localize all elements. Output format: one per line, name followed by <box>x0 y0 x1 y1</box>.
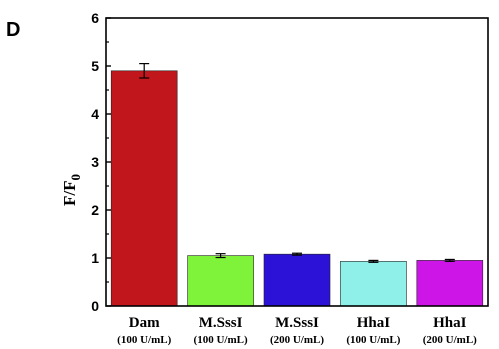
error-bar <box>139 62 150 79</box>
svg-text:F/F0: F/F0 <box>60 174 83 206</box>
y-tick-label: 0 <box>91 298 99 314</box>
x-category-label: HhaI <box>433 315 467 331</box>
error-bars-group <box>139 62 455 263</box>
x-category-label: M.SssI <box>275 315 319 331</box>
y-tick-label: 1 <box>91 250 99 266</box>
plot-frame <box>105 17 489 307</box>
x-category-sublabel: (100 U/mL) <box>194 334 248 346</box>
y-ticks-group: 0 1 2 3 4 5 6 <box>91 10 111 314</box>
bar <box>416 260 484 307</box>
y-tick-label: 6 <box>91 10 99 26</box>
bar <box>187 255 254 307</box>
bar <box>263 253 331 307</box>
x-category-label: Dam <box>129 315 160 331</box>
y-tick-label: 3 <box>91 154 99 170</box>
error-bar <box>292 252 302 256</box>
x-category-sublabel: (200 U/mL) <box>423 334 477 346</box>
error-bar <box>215 253 226 259</box>
y-tick-label: 5 <box>91 58 99 74</box>
y-axis-label-subscript: 0 <box>68 174 83 181</box>
x-category-sublabel: (200 U/mL) <box>270 334 324 346</box>
y-tick-label: 2 <box>91 202 99 218</box>
bars-group <box>110 70 484 307</box>
x-labels-group: Dam (100 U/mL) M.SssI (100 U/mL) M.SssI (200 … <box>117 315 477 346</box>
y-tick-label: 4 <box>91 106 99 122</box>
x-category-label: HhaI <box>357 315 391 331</box>
error-bar <box>444 258 455 262</box>
bar <box>110 70 178 307</box>
x-category-sublabel: (100 U/mL) <box>117 334 171 346</box>
panel-label: D <box>6 19 20 41</box>
y-axis-label: F/F <box>60 181 79 207</box>
x-category-sublabel: (100 U/mL) <box>346 334 400 346</box>
bar <box>340 261 407 307</box>
x-category-label: M.SssI <box>199 315 243 331</box>
error-bar <box>368 259 379 263</box>
y-axis-title: F/F0 <box>60 174 83 206</box>
